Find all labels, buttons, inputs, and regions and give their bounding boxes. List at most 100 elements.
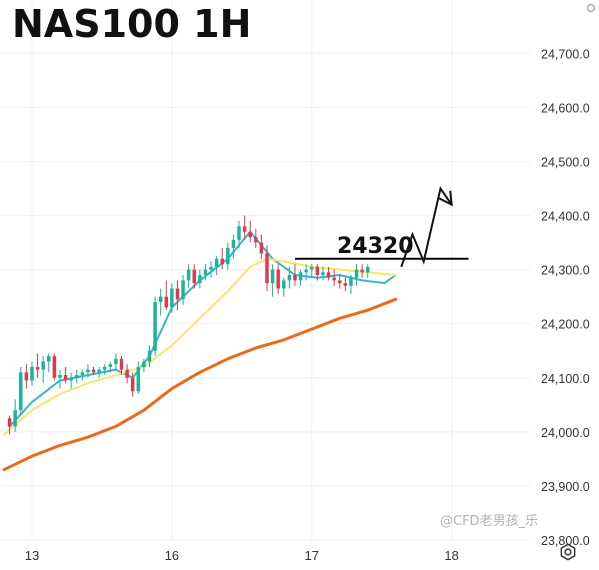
level-label: 24320	[337, 234, 414, 259]
candle	[192, 264, 196, 289]
candle	[58, 369, 62, 389]
candle-body	[209, 266, 213, 270]
candle	[214, 256, 219, 275]
candle-body	[293, 275, 297, 281]
candle-body	[175, 288, 180, 300]
candle	[282, 277, 286, 297]
candle	[338, 275, 342, 289]
y-tick-label: 24,400.0	[541, 210, 590, 224]
y-tick-label: 24,300.0	[541, 264, 590, 278]
candle	[254, 229, 258, 248]
x-tick-label: 13	[25, 548, 39, 563]
candle	[52, 353, 57, 381]
candle-body	[142, 361, 146, 367]
candle	[19, 366, 23, 416]
candle-body	[102, 366, 107, 370]
watermark: @CFD老男孩_乐	[440, 514, 539, 529]
candle	[354, 264, 359, 286]
candle	[209, 261, 213, 278]
candles	[7, 215, 370, 435]
candle	[7, 415, 12, 435]
candle	[35, 353, 40, 378]
candle-body	[164, 296, 169, 308]
candle-body	[80, 372, 85, 376]
candle	[175, 280, 180, 311]
candle	[237, 220, 241, 248]
candle	[321, 266, 325, 281]
candle	[343, 277, 348, 292]
candle-body	[282, 280, 286, 289]
ema-slow-line	[2, 297, 398, 472]
settings-icon[interactable]	[559, 543, 577, 561]
x-tick-label: 17	[305, 548, 319, 563]
candle-body	[226, 247, 230, 265]
ema-mid-line	[3, 257, 397, 436]
candle-body	[69, 377, 73, 381]
candle-body	[231, 239, 236, 248]
candle-body	[13, 410, 17, 427]
candle	[293, 264, 297, 286]
circle-icon	[586, 3, 596, 13]
y-tick-label: 24,200.0	[541, 318, 590, 332]
candle	[30, 361, 34, 386]
candle-body	[125, 369, 129, 378]
candle-body	[30, 366, 34, 381]
candle	[63, 366, 68, 384]
candle-body	[86, 369, 90, 373]
candle	[80, 369, 85, 381]
candle	[47, 353, 51, 373]
candle	[158, 288, 163, 316]
candle-body	[310, 266, 314, 270]
candle-body	[270, 269, 275, 284]
candle-body	[220, 258, 224, 265]
candle-body	[75, 375, 79, 378]
candle	[304, 264, 308, 281]
candle-body	[254, 237, 258, 243]
candle	[248, 220, 252, 243]
ema-fast-line	[8, 230, 397, 428]
x-tick-label: 16	[165, 548, 179, 563]
candle-body	[354, 269, 359, 278]
candle-body	[170, 288, 174, 308]
y-tick-label: 24,600.0	[541, 101, 590, 115]
candle	[326, 266, 331, 281]
candle-body	[24, 372, 29, 381]
candle-body	[41, 361, 45, 370]
candle	[125, 364, 129, 384]
candle-body	[259, 242, 264, 254]
candle-body	[365, 266, 370, 273]
candle	[231, 234, 236, 259]
candle	[119, 356, 124, 376]
candle	[276, 264, 280, 294]
candle-body	[287, 275, 292, 281]
candle	[287, 266, 292, 289]
candle	[242, 215, 247, 240]
candle-body	[198, 275, 202, 284]
candle	[13, 399, 17, 432]
candle-body	[108, 364, 113, 367]
candle	[310, 264, 314, 278]
y-tick-label: 24,500.0	[541, 155, 590, 169]
candle-body	[119, 358, 124, 370]
candle-body	[203, 269, 208, 275]
candle	[24, 364, 29, 389]
candle-body	[265, 253, 269, 284]
candle-body	[242, 226, 247, 232]
candle-body	[7, 418, 12, 427]
candle	[147, 345, 152, 367]
candle	[102, 364, 107, 376]
y-tick-label: 23,800.0	[541, 534, 590, 548]
candle-body	[52, 356, 57, 378]
candle-body	[276, 269, 280, 289]
candle	[114, 353, 118, 370]
candle	[226, 242, 230, 270]
candle-body	[186, 269, 191, 281]
candle	[69, 372, 73, 389]
candle	[360, 264, 364, 278]
candle	[91, 366, 96, 376]
candle	[97, 366, 101, 378]
candle	[259, 234, 264, 259]
candle	[164, 280, 169, 311]
candle-body	[114, 358, 118, 365]
